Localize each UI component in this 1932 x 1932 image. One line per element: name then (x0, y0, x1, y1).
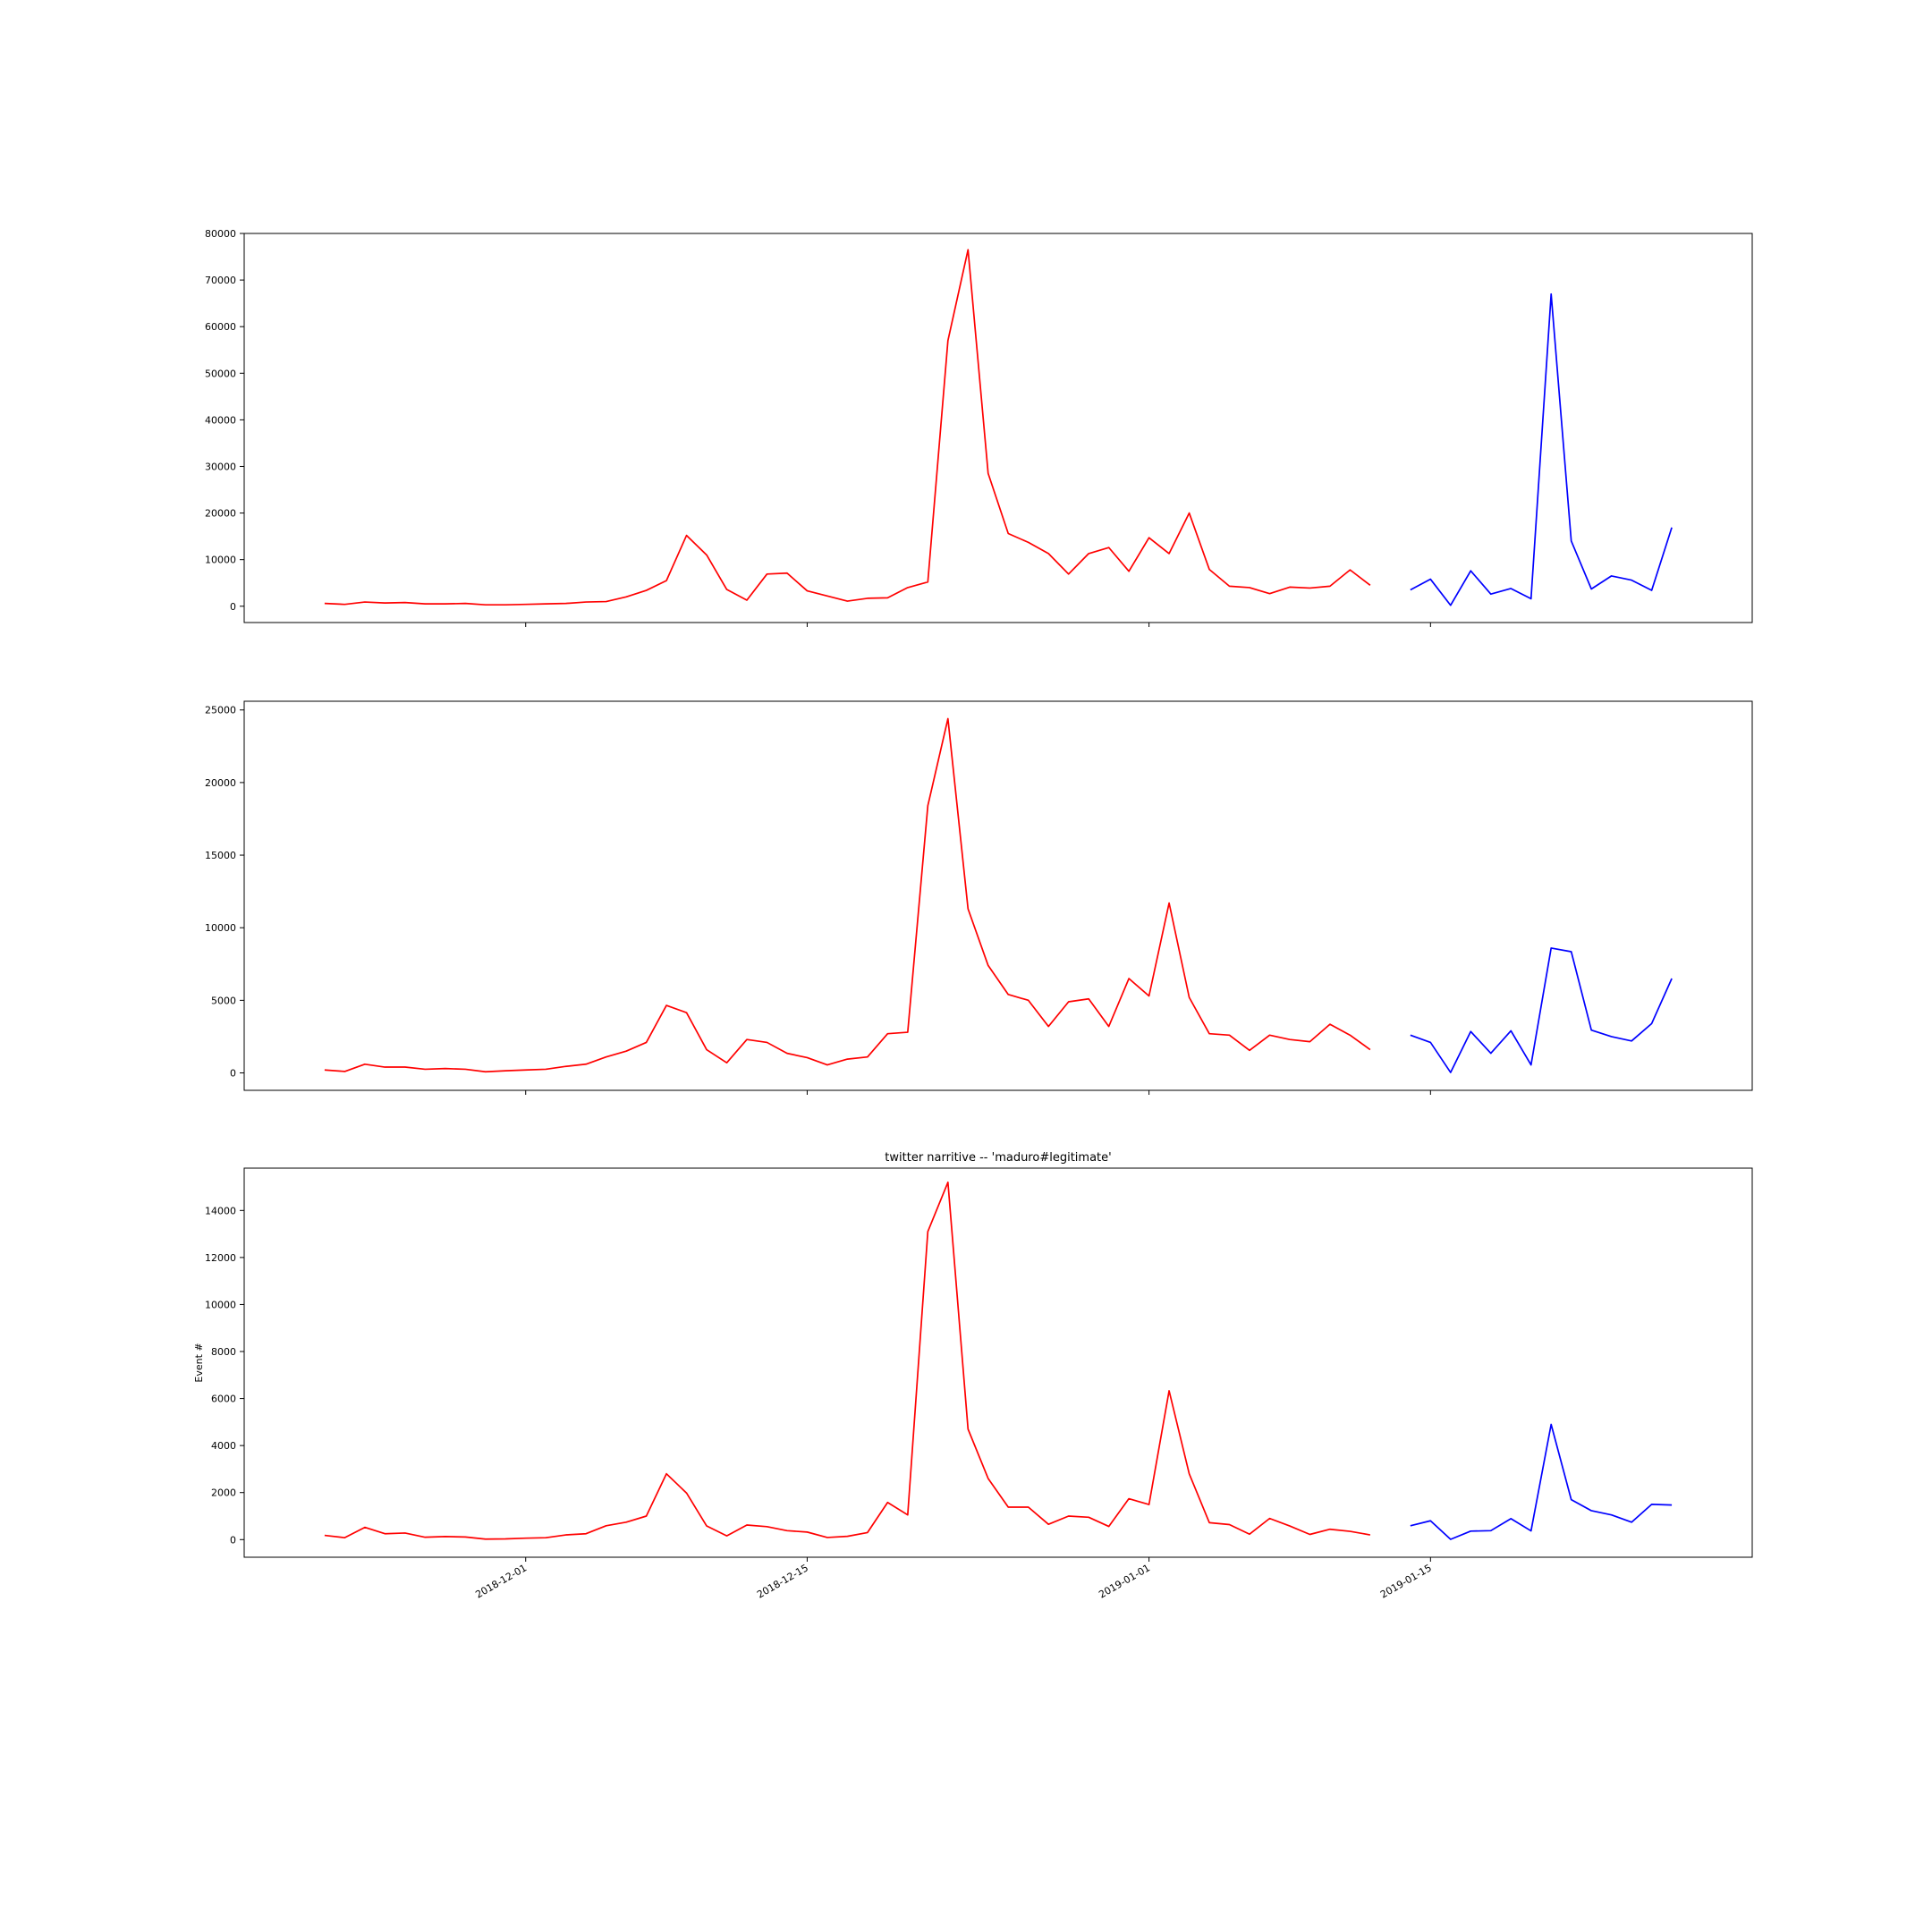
series-line-blue (1410, 1423, 1673, 1540)
chart-panel-3: 0 2000 4000 6000 8000 10000 12000 14000 2018-12-… (193, 1151, 1753, 1601)
y-tick-label: 2000 (211, 1487, 236, 1499)
y-tick-label: 15000 (205, 850, 236, 861)
y-tick-label: 6000 (211, 1394, 236, 1405)
series-line-blue (1410, 292, 1673, 606)
y-tick-label: 10000 (205, 555, 236, 566)
y-tick-label: 30000 (205, 461, 236, 472)
axes-frame (243, 700, 1753, 1091)
y-tick-label: 0 (230, 1534, 236, 1546)
y-tick-label: 10000 (205, 1299, 236, 1310)
series-line-red (324, 717, 1371, 1073)
axes-frame (243, 1167, 1753, 1558)
y-tick-label: 40000 (205, 414, 236, 426)
y-tick-label: 12000 (205, 1252, 236, 1264)
y-tick-label: 0 (230, 1068, 236, 1080)
y-tick-label: 4000 (211, 1440, 236, 1452)
x-tick-label: 2018-12-15 (755, 1562, 810, 1600)
series-line-blue (1410, 947, 1673, 1073)
y-tick-label: 5000 (211, 995, 236, 1006)
y-axis-label: Event # (193, 1343, 205, 1382)
y-tick-label: 20000 (205, 777, 236, 789)
y-tick-label: 25000 (205, 705, 236, 716)
chart-panel-2: 0 5000 10000 15000 20000 25000 (205, 700, 1753, 1095)
chart-title: twitter narritive -- 'maduro#legitimate' (885, 1151, 1111, 1165)
x-tick-label: 2019-01-01 (1097, 1562, 1152, 1600)
y-tick-label: 0 (230, 601, 236, 613)
y-tick-label: 80000 (205, 228, 236, 240)
y-tick-label: 10000 (205, 922, 236, 934)
y-tick-label: 60000 (205, 321, 236, 333)
chart-panel-1: 0 10000 20000 30000 40000 50000 60000 70000 8000… (205, 228, 1753, 627)
series-line-red (324, 249, 1371, 606)
series-line-red (324, 1181, 1371, 1540)
x-tick-label: 2019-01-15 (1378, 1562, 1434, 1600)
y-tick-label: 70000 (205, 275, 236, 286)
y-tick-label: 14000 (205, 1205, 236, 1216)
y-tick-label: 8000 (211, 1346, 236, 1358)
y-tick-label: 50000 (205, 368, 236, 379)
x-tick-label: 2018-12-01 (473, 1562, 529, 1600)
y-tick-label: 20000 (205, 508, 236, 520)
figure-panels: 0100002000030000400005000060000700008000… (193, 228, 1753, 1601)
axes-frame (243, 233, 1753, 623)
